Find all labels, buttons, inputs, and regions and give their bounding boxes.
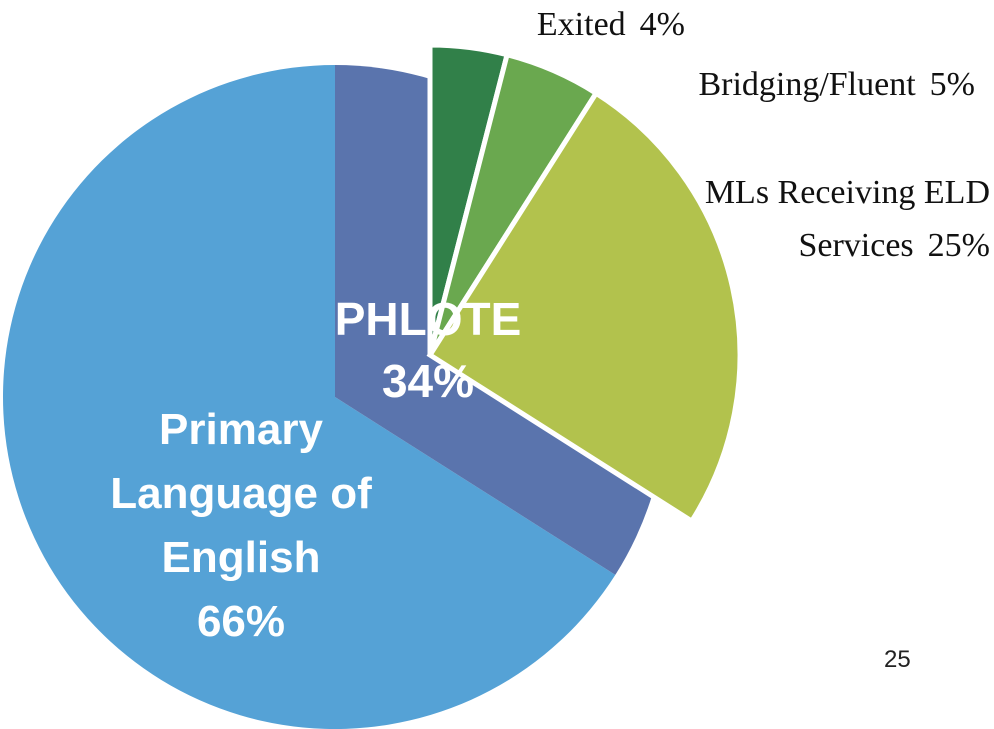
slice-name: MLs Receiving ELD Services — [704, 174, 990, 264]
page-number: 25 — [884, 646, 911, 673]
slice-label: Bridging/Fluent 5% — [698, 58, 975, 111]
slice-value: 5% — [929, 66, 975, 103]
slice-label: PHLOTE 34% — [278, 288, 578, 412]
slice-name: PHLOTE — [334, 293, 522, 345]
slice-value: 25% — [927, 227, 990, 264]
slice-name: Bridging/Fluent — [698, 66, 916, 103]
pie-slice — [426, 89, 743, 525]
slice-value: 66% — [196, 597, 286, 646]
slice-value: 34% — [381, 355, 475, 407]
slice-name: Exited — [536, 6, 626, 43]
pie-slice — [3, 65, 616, 729]
slice-name: Primary Language of English — [110, 405, 372, 582]
slice-label: Exited 4% — [537, 0, 685, 51]
slice-label: MLs Receiving ELD Services 25% — [680, 166, 990, 272]
slice-label: Primary Language of English 66% — [110, 398, 372, 654]
slice-value: 4% — [639, 6, 685, 43]
